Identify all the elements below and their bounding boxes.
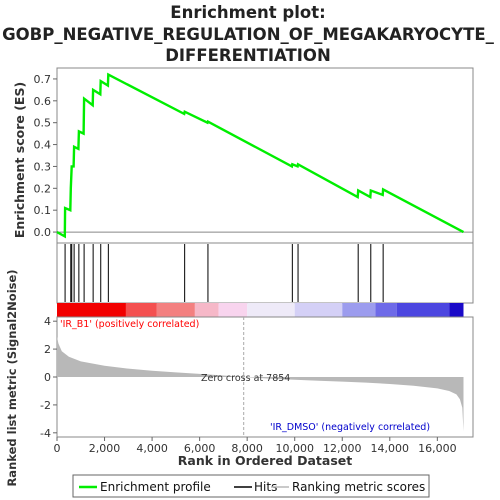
legend-item-hits: Hits — [234, 480, 277, 494]
es-y-tick-label: 0.1 — [34, 204, 52, 217]
es-y-tick-label: 0.0 — [34, 226, 52, 239]
metric-x-tick-label: 4,000 — [136, 442, 168, 455]
metric-x-tick-label: 2,000 — [89, 442, 121, 455]
metric-x-axis-title: Rank in Ordered Dataset — [178, 453, 352, 468]
legend-label-enrichment: Enrichment profile — [100, 480, 211, 494]
legend-item-enrichment: Enrichment profile — [79, 480, 211, 494]
es-y-axis-title: Enrichment score (ES) — [12, 82, 27, 238]
colorbar-segment — [156, 303, 195, 317]
zero-cross-label: Zero cross at 7854 — [201, 373, 290, 384]
metric-y-tick-label: -4 — [40, 427, 51, 440]
positive-label: 'IR_B1' (positively correlated) — [60, 319, 199, 330]
colorbar-segment — [218, 303, 248, 317]
legend-item-ranking: Ranking metric scores — [271, 480, 425, 494]
hits-marks — [64, 244, 384, 302]
legend-label-ranking: Ranking metric scores — [292, 480, 425, 494]
colorbar-segment — [194, 303, 219, 317]
colorbar-segment — [396, 303, 450, 317]
metric-x-tick-label: 8,000 — [231, 442, 263, 455]
es-y-axis: 0.0 0.1 0.2 0.3 0.4 0.5 0.6 0.7 — [34, 73, 57, 239]
es-y-tick-label: 0.6 — [34, 95, 52, 108]
colorbar-segment — [57, 303, 126, 317]
negative-label: 'IR_DMSO' (negatively correlated) — [270, 422, 430, 433]
legend-box — [72, 474, 430, 498]
metric-y-axis-title: Ranked list metric (Signal2Noise) — [5, 269, 19, 486]
metric-y-tick-label: 4 — [44, 315, 51, 328]
es-panel-frame — [56, 67, 474, 244]
es-y-tick-label: 0.5 — [34, 117, 52, 130]
metric-x-tick-label: 16,000 — [418, 442, 457, 455]
hits-panel-frame — [56, 242, 474, 304]
es-y-tick-label: 0.3 — [34, 160, 52, 173]
metric-x-tick-label: 10,000 — [275, 442, 314, 455]
colorbar-segment — [449, 303, 464, 317]
colorbar-segment — [294, 303, 343, 317]
es-line — [56, 72, 465, 239]
es-y-tick-label: 0.4 — [34, 139, 52, 152]
metric-x-tick-label: 12,000 — [323, 442, 362, 455]
metric-x-tick-label: 6,000 — [184, 442, 216, 455]
metric-x-tick-label: 0 — [54, 442, 61, 455]
metric-y-axis: -4 -2 0 2 4 — [40, 315, 57, 440]
es-y-tick-label: 0.2 — [34, 182, 52, 195]
title-line-2: GOBP_NEGATIVE_REGULATION_OF_MEGAKARYOCYT… — [2, 25, 495, 44]
colorbar-segment — [342, 303, 376, 317]
metric-x-axis: 0 2,000 4,000 6,000 8,000 10,000 12,000 14,000 1… — [54, 437, 457, 455]
colorbar-segment — [125, 303, 157, 317]
metric-y-tick-label: -2 — [40, 399, 51, 412]
title-line-3: DIFFERENTIATION — [165, 46, 331, 65]
legend-label-hits: Hits — [254, 480, 277, 494]
metric-y-tick-label: 0 — [44, 371, 51, 384]
es-y-tick-label: 0.7 — [34, 73, 52, 86]
colorbar-segment — [375, 303, 397, 317]
title-line-1: Enrichment plot: — [170, 3, 325, 22]
metric-x-tick-label: 14,000 — [371, 442, 410, 455]
colorbar-segment — [247, 303, 295, 317]
metric-y-tick-label: 2 — [44, 343, 51, 356]
rank-colorbar — [57, 303, 464, 317]
